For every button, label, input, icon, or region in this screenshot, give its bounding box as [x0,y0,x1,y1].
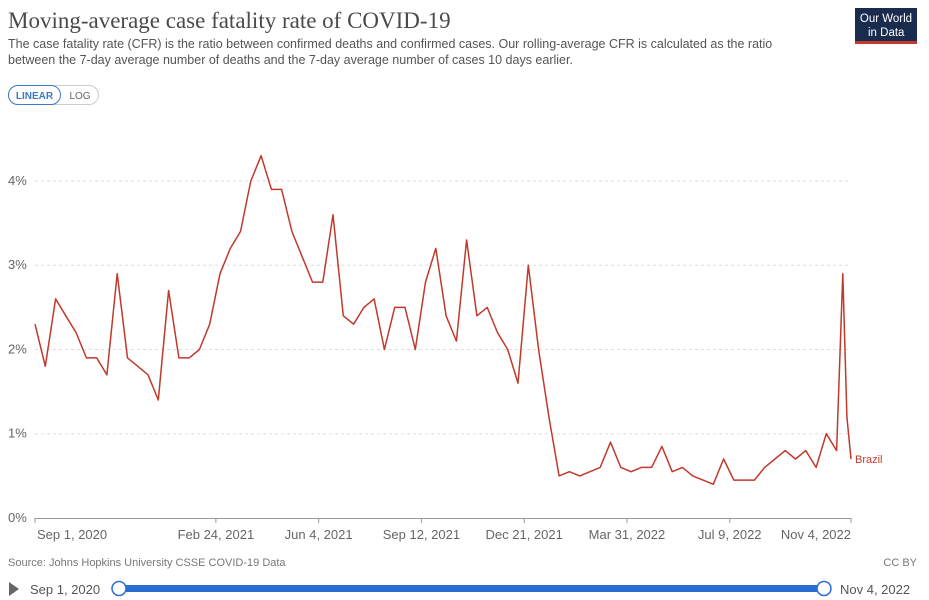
chart-title: Moving-average case fatality rate of COV… [8,8,451,33]
logo-bar [855,41,917,44]
y-tick-label: 4% [8,173,27,188]
subtitle: The case fatality rate (CFR) is the rati… [8,37,772,51]
timeline-end: Nov 4, 2022 [840,582,910,597]
x-tick-label: Sep 1, 2020 [37,527,107,542]
log-button[interactable]: LOG [69,91,90,102]
x-tick-label: Sep 12, 2021 [383,527,460,542]
x-tick-label: Jun 4, 2021 [285,527,353,542]
logo-text: in Data [868,27,905,39]
timeline-start: Sep 1, 2020 [30,582,100,597]
x-tick-label: Dec 21, 2021 [486,527,563,542]
timeline-track[interactable] [119,585,824,592]
subtitle: between the 7-day average number of deat… [8,53,573,67]
logo-text: Our World [860,13,912,25]
y-tick-label: 3% [8,257,27,272]
x-tick-label: Nov 4, 2022 [781,527,851,542]
timeline-handle[interactable] [111,580,127,597]
x-tick-label: Jul 9, 2022 [698,527,762,542]
x-tick-label: Feb 24, 2021 [178,527,255,542]
series-label: Brazil [855,454,883,466]
series-line [34,154,852,486]
linear-label: LINEAR [16,91,54,102]
play-button[interactable] [9,582,19,596]
license: CC BY [883,557,917,569]
source: Source: Johns Hopkins University CSSE CO… [8,557,286,569]
y-tick-label: 1% [8,426,27,441]
x-tick-label: Mar 31, 2022 [589,527,666,542]
y-tick-label: 0% [8,510,27,525]
logo[interactable] [855,8,917,44]
timeline-handle[interactable] [816,580,832,597]
y-tick-label: 2% [8,341,27,356]
linear-button[interactable] [8,85,61,105]
